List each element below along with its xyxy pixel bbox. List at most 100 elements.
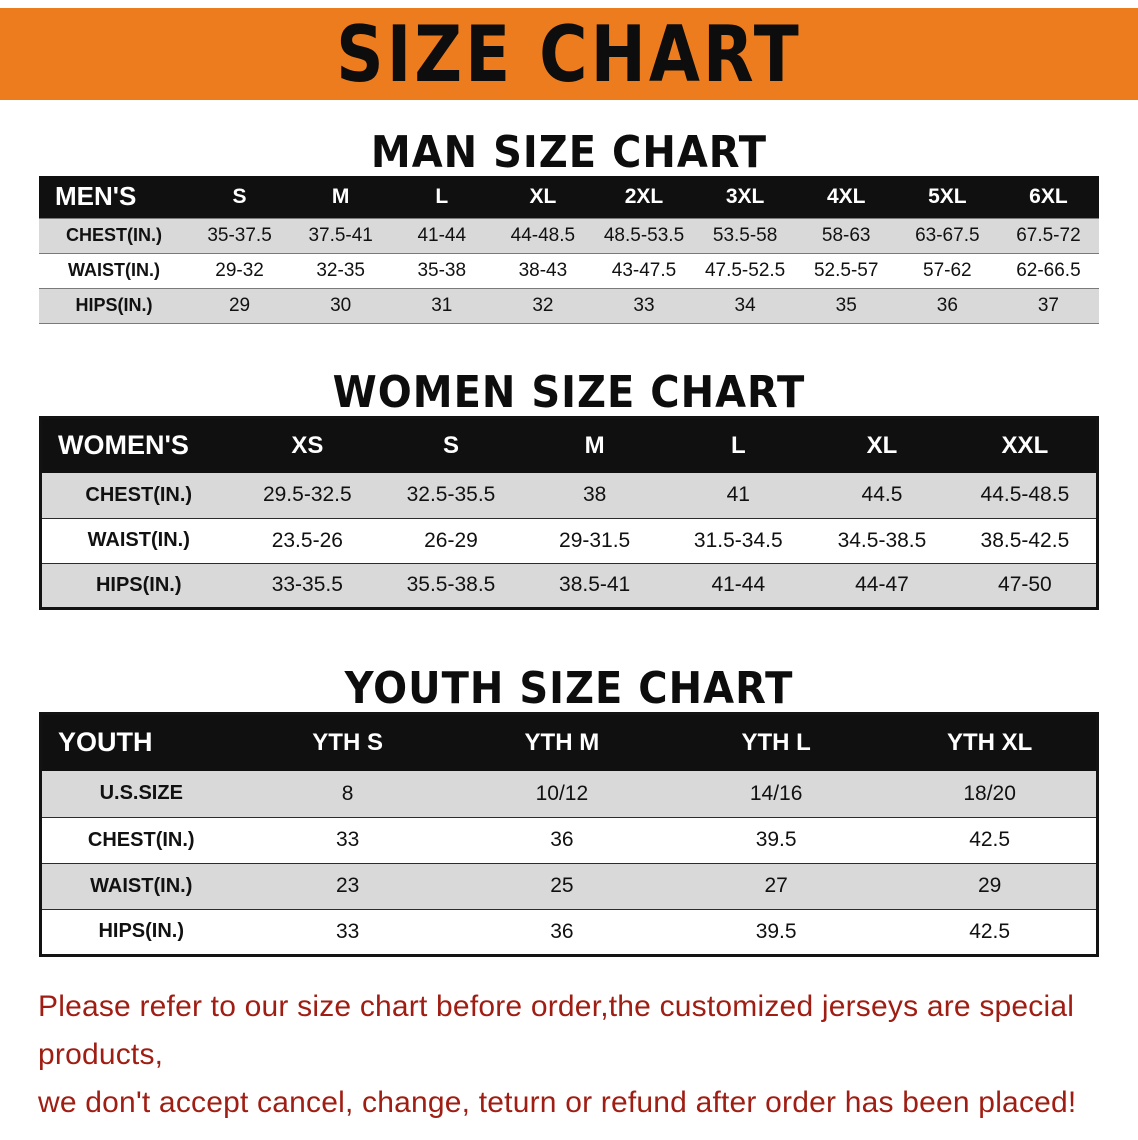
table-row: CHEST(IN.) 33 36 39.5 42.5	[40, 817, 1098, 863]
row-label: HIPS(IN.)	[98, 920, 185, 942]
size-value-cell: 41-44	[711, 573, 766, 596]
size-value-cell: 29-31.5	[559, 528, 631, 552]
size-value-cell: 35.5-38.5	[406, 573, 496, 596]
youth-table-title: YOUTH	[58, 727, 153, 758]
size-column-header: XL	[529, 184, 557, 208]
size-value-cell: 31	[431, 294, 453, 316]
size-column-header: S	[442, 431, 459, 459]
table-row: CHEST(IN.) 35-37.5 37.5-41 41-44 44-48.5…	[39, 218, 1099, 253]
size-value-cell: 25	[550, 874, 574, 897]
size-value-cell: 18/20	[963, 781, 1016, 805]
size-column-header: YTH XL	[946, 728, 1033, 756]
row-label: U.S.SIZE	[99, 782, 183, 805]
size-column-header: 4XL	[826, 184, 866, 208]
size-column-header: 5XL	[928, 184, 967, 208]
size-value-cell: 38	[582, 483, 607, 507]
table-row: WAIST(IN.) 29-32 32-35 35-38 38-43 43-47…	[39, 253, 1099, 288]
size-column-header: M	[584, 431, 605, 459]
size-value-cell: 30	[330, 294, 352, 316]
disclaimer-line-2: we don't accept cancel, change, teturn o…	[38, 1085, 1077, 1119]
size-value-cell: 33	[633, 294, 655, 316]
size-value-cell: 67.5-72	[1016, 224, 1081, 246]
size-value-cell: 35	[835, 294, 857, 316]
row-label: CHEST(IN.)	[66, 225, 162, 245]
size-value-cell: 58-63	[821, 224, 871, 246]
women-header-row: WOMEN'S XS S M L XL XXL	[40, 417, 1098, 473]
size-value-cell: 32.5-35.5	[406, 483, 496, 507]
size-value-cell: 10/12	[535, 781, 589, 805]
size-value-cell: 38-43	[518, 259, 568, 281]
men-header-row: MEN'S S M L XL 2XL 3XL 4XL 5XL 6XL	[39, 176, 1099, 218]
size-value-cell: 34.5-38.5	[837, 528, 927, 552]
size-value-cell: 37	[1037, 294, 1059, 316]
size-value-cell: 42.5	[969, 919, 1011, 943]
youth-header-row: YOUTH YTH S YTH M YTH L YTH XL	[40, 713, 1098, 771]
size-column-header: S	[232, 184, 247, 208]
size-value-cell: 63-67.5	[915, 224, 980, 246]
size-column-header: XL	[866, 431, 898, 459]
size-value-cell: 33-35.5	[271, 573, 343, 596]
size-column-header: XS	[291, 431, 324, 459]
size-value-cell: 29.5-32.5	[262, 483, 352, 507]
size-value-cell: 41	[726, 483, 750, 507]
size-value-cell: 36	[550, 919, 574, 943]
youth-chart-heading: YOUTH SIZE CHART	[344, 663, 794, 714]
table-row: CHEST(IN.) 29.5-32.5 32.5-35.5 38 41 44.…	[40, 473, 1098, 518]
size-value-cell: 44-48.5	[510, 224, 576, 246]
size-column-header: 6XL	[1029, 184, 1068, 208]
page-title: SIZE CHART	[336, 8, 802, 100]
size-value-cell: 27	[764, 874, 788, 897]
table-row: WAIST(IN.) 23.5-26 26-29 29-31.5 31.5-34…	[40, 518, 1098, 563]
men-size-table: MEN'S S M L XL 2XL 3XL 4XL 5XL 6XL CHEST…	[39, 176, 1099, 324]
table-row: U.S.SIZE 8 10/12 14/16 18/20	[40, 771, 1098, 817]
size-value-cell: 36	[936, 294, 958, 316]
women-size-table: WOMEN'S XS S M L XL XXL CHEST(IN.) 29.5-…	[39, 415, 1099, 610]
table-row: HIPS(IN.) 33 36 39.5 42.5	[40, 909, 1098, 955]
men-chart-heading: MAN SIZE CHART	[370, 128, 768, 178]
size-column-header: L	[435, 184, 449, 208]
size-value-cell: 47.5-52.5	[704, 259, 786, 281]
disclaimer-line-1: Please refer to our size chart before or…	[38, 989, 1075, 1071]
women-chart-heading: WOMEN SIZE CHART	[332, 367, 806, 418]
row-label: HIPS(IN.)	[75, 295, 153, 315]
size-column-header: 2XL	[624, 184, 664, 208]
size-value-cell: 31.5-34.5	[693, 528, 783, 552]
size-value-cell: 36	[550, 828, 574, 851]
disclaimer: Please refer to our size chart before or…	[38, 983, 1100, 1127]
size-value-cell: 35-38	[417, 259, 467, 281]
size-value-cell: 57-62	[923, 259, 972, 281]
size-value-cell: 47-50	[998, 573, 1052, 596]
size-column-header: YTH L	[741, 728, 811, 756]
size-value-cell: 42.5	[969, 828, 1011, 851]
size-column-header: 3XL	[725, 184, 765, 208]
row-label: CHEST(IN.)	[87, 828, 195, 851]
youth-size-table: YOUTH YTH S YTH M YTH L YTH XL U.S.SIZE …	[39, 711, 1099, 957]
size-column-header: YTH S	[312, 728, 383, 756]
size-value-cell: 44.5	[861, 483, 903, 507]
size-value-cell: 44.5-48.5	[980, 483, 1070, 507]
size-value-cell: 38.5-42.5	[980, 528, 1070, 552]
size-value-cell: 26-29	[424, 528, 478, 552]
row-label: HIPS(IN.)	[95, 573, 182, 596]
size-value-cell: 33	[335, 828, 360, 851]
size-column-header: L	[730, 431, 746, 459]
size-value-cell: 23	[335, 874, 360, 897]
size-chart-banner: SIZE CHART	[0, 8, 1138, 100]
size-column-header: M	[331, 184, 350, 208]
size-value-cell: 39.5	[755, 919, 797, 943]
size-value-cell: 34	[734, 294, 756, 316]
size-value-cell: 32	[532, 294, 554, 316]
size-value-cell: 8	[341, 781, 354, 805]
size-value-cell: 53.5-58	[712, 224, 778, 246]
row-label: CHEST(IN.)	[85, 483, 193, 506]
size-value-cell: 29	[228, 294, 251, 316]
women-table-title: WOMEN'S	[58, 430, 189, 461]
size-value-cell: 23.5-26	[271, 528, 343, 552]
men-table-title: MEN'S	[55, 181, 137, 212]
size-value-cell: 14/16	[749, 781, 803, 805]
size-value-cell: 52.5-57	[813, 259, 879, 281]
row-label: WAIST(IN.)	[68, 260, 160, 280]
table-row: WAIST(IN.) 23 25 27 29	[40, 863, 1098, 909]
size-value-cell: 48.5-53.5	[603, 224, 685, 246]
size-value-cell: 39.5	[755, 828, 797, 851]
